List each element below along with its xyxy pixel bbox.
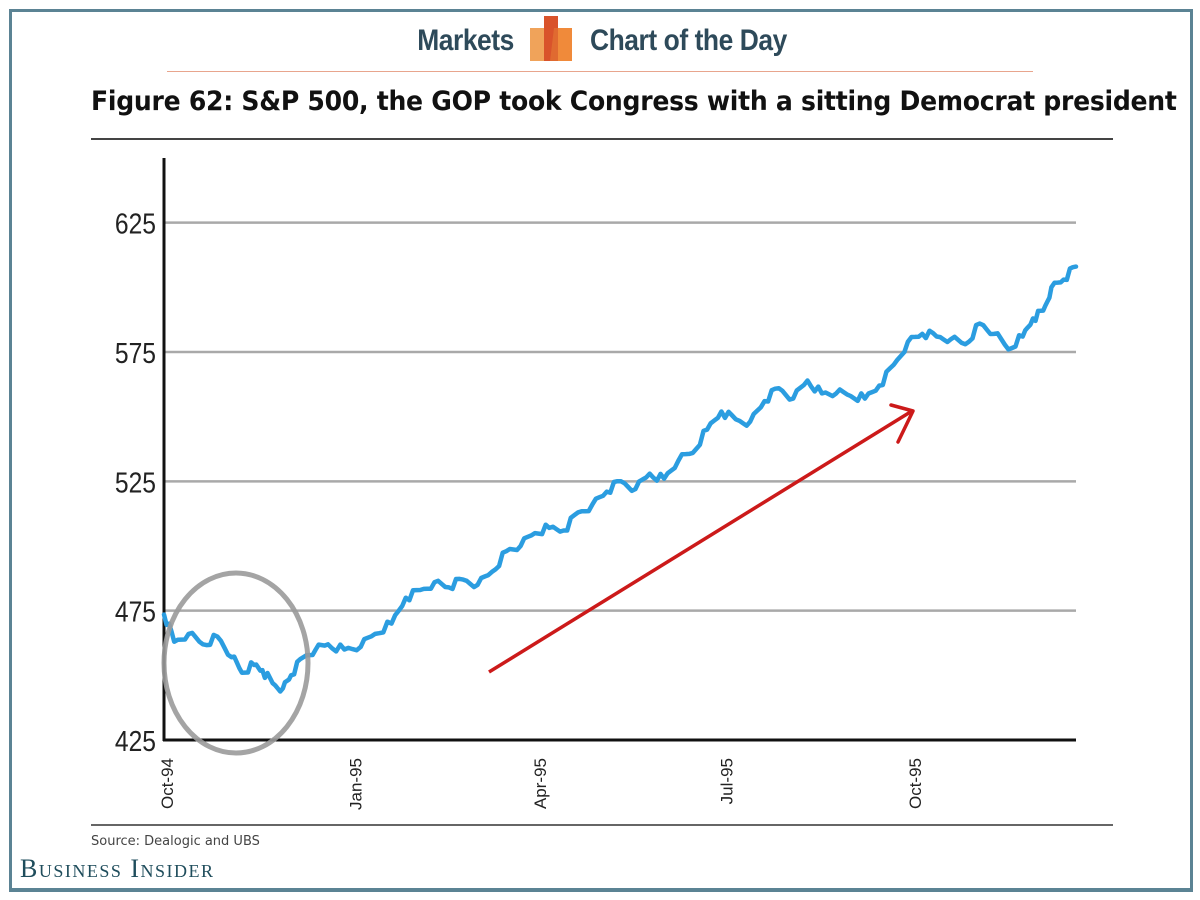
business-insider-logo: Business Insider xyxy=(20,854,215,883)
y-tick-label: 475 xyxy=(115,596,156,628)
trend-arrow-annotation xyxy=(488,403,915,674)
title-divider xyxy=(91,138,1113,140)
y-tick-label: 575 xyxy=(115,337,156,369)
y-axis-ticks: 425 475 525 575 625 xyxy=(115,208,156,758)
x-tick-label: Oct-94 xyxy=(158,758,177,809)
x-axis-ticks: Oct-94 Jan-95 Apr-95 Jul-95 Oct-95 xyxy=(158,758,925,810)
y-tick-label: 425 xyxy=(115,725,156,757)
y-tick-label: 625 xyxy=(115,208,156,240)
trend-arrow-head xyxy=(889,403,915,444)
gridlines xyxy=(164,221,1076,612)
chart-of-the-day-header: Markets Chart of the Day xyxy=(0,16,1200,76)
trend-arrow-shaft xyxy=(488,409,913,674)
chart-frame xyxy=(9,9,1193,892)
x-tick-label: Oct-95 xyxy=(906,758,925,809)
bar-chart-logo-icon xyxy=(530,16,572,61)
chart-title: Figure 62: S&P 500, the GOP took Congres… xyxy=(91,86,1177,117)
sp500-series-line xyxy=(161,264,1079,694)
source-divider xyxy=(91,824,1113,826)
header-chart-of-the-day-label: Chart of the Day xyxy=(590,24,787,57)
y-tick-label: 525 xyxy=(115,466,156,498)
data-points xyxy=(163,266,1077,689)
highlight-circle-annotation xyxy=(161,570,311,756)
header-divider xyxy=(167,71,1033,72)
source-note: Source: Dealogic and UBS xyxy=(91,834,260,849)
x-tick-label: Jan-95 xyxy=(347,758,366,810)
x-tick-label: Apr-95 xyxy=(531,758,550,809)
header-markets-label: Markets xyxy=(417,24,514,57)
x-tick-label: Jul-95 xyxy=(717,758,736,804)
